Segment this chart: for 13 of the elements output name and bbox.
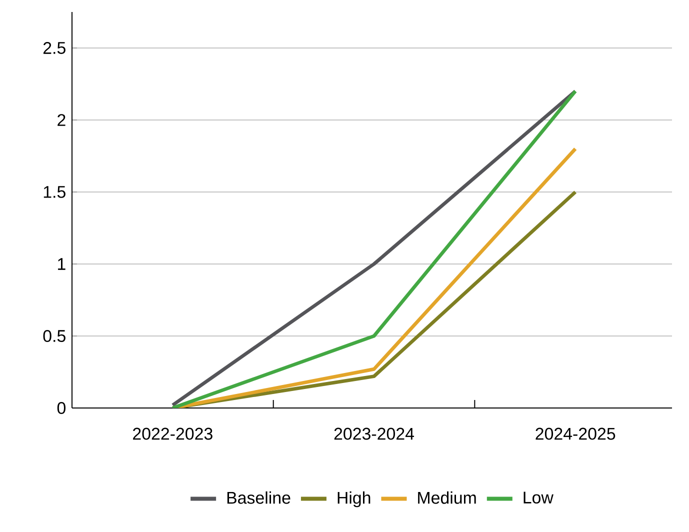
legend-label: Low bbox=[524, 492, 554, 504]
x-tick-label: 2022-2023 bbox=[133, 428, 212, 440]
y-tick-label: 1.5 bbox=[44, 186, 66, 198]
y-tick-label: 2 bbox=[58, 114, 66, 126]
y-tick-label: 2.5 bbox=[43, 42, 66, 54]
y-tick-label: 0 bbox=[57, 402, 66, 414]
legend-label: Baseline bbox=[227, 491, 290, 504]
x-tick-label: 2024-2025 bbox=[536, 428, 616, 440]
y-tick-label: 1 bbox=[58, 258, 66, 270]
legend-label: Medium bbox=[418, 491, 476, 504]
y-tick-label: 0.5 bbox=[43, 330, 66, 342]
legend-label: High bbox=[338, 491, 370, 508]
x-tick-label: 2023-2024 bbox=[334, 428, 414, 440]
